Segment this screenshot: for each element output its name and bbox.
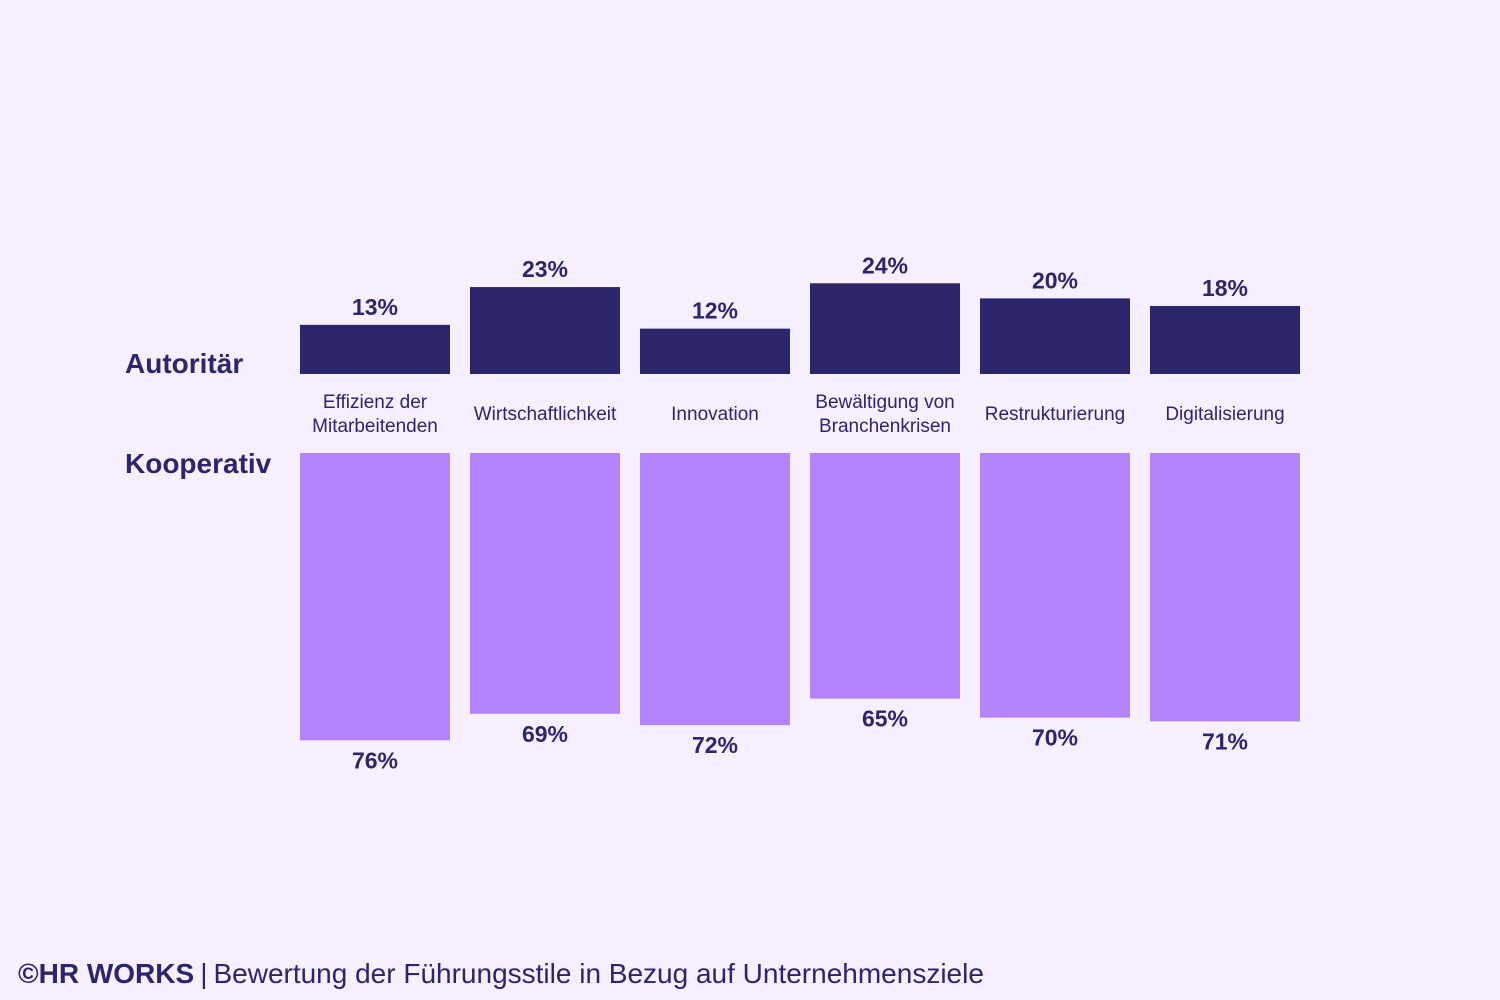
category-label-0-line-1: Mitarbeitenden [312,416,438,437]
series-label-autoritaer: Autoritär [125,348,243,379]
value-label-kooperativ-5: 71% [1202,728,1248,754]
bar-autoritaer-1 [470,287,620,374]
bars-group [300,283,1300,741]
bar-kooperativ-3 [810,453,960,699]
bar-kooperativ-4 [980,453,1130,718]
value-labels-group: 13% 76% 23% 69% 12% 72% 24% 65% 20% 70% 18% 71% [352,252,1248,773]
category-label-3-line-0: Bewältigung von [815,392,954,413]
bar-autoritaer-2 [640,328,790,374]
category-label-1: Wirtschaftlichkeit [474,404,617,425]
category-label-2: Innovation [671,404,759,425]
bar-autoritaer-3 [810,283,960,374]
footer-separator: | [200,958,208,989]
value-label-autoritaer-0: 13% [352,294,398,320]
value-label-autoritaer-2: 12% [692,298,738,324]
series-label-kooperativ: Kooperativ [125,448,272,479]
category-label-0: Effizienz der Mitarbeitenden [312,392,438,437]
value-label-kooperativ-4: 70% [1032,725,1078,751]
footer-caption: ©HR WORKS | Bewertung der Führungsstile in… [18,954,984,994]
category-label-0-line-0: Effizienz der [323,392,428,413]
value-label-autoritaer-3: 24% [862,252,908,278]
bar-kooperativ-1 [470,453,620,714]
category-label-5: Digitalisierung [1165,404,1284,425]
bar-autoritaer-5 [1150,305,1300,374]
value-label-kooperativ-3: 65% [862,706,908,732]
bar-autoritaer-0 [300,324,450,374]
footer-brand: ©HR WORKS [18,958,195,989]
category-labels-group: Effizienz der Mitarbeitenden Wirtschaftlic… [312,392,1285,437]
value-label-autoritaer-4: 20% [1032,267,1078,293]
value-label-kooperativ-1: 69% [522,721,568,747]
value-label-kooperativ-0: 76% [352,747,398,773]
category-label-3-line-1: Branchenkrisen [819,416,951,437]
bar-autoritaer-4 [980,298,1130,374]
bar-kooperativ-5 [1150,453,1300,722]
value-label-autoritaer-1: 23% [522,256,568,282]
bar-kooperativ-0 [300,453,450,741]
category-label-3: Bewältigung von Branchenkrisen [815,392,954,437]
value-label-autoritaer-5: 18% [1202,275,1248,301]
category-label-4: Restrukturierung [985,404,1125,425]
value-label-kooperativ-2: 72% [692,732,738,758]
footer-text: Bewertung der Führungsstile in Bezug auf… [213,958,984,989]
bar-kooperativ-2 [640,453,790,726]
